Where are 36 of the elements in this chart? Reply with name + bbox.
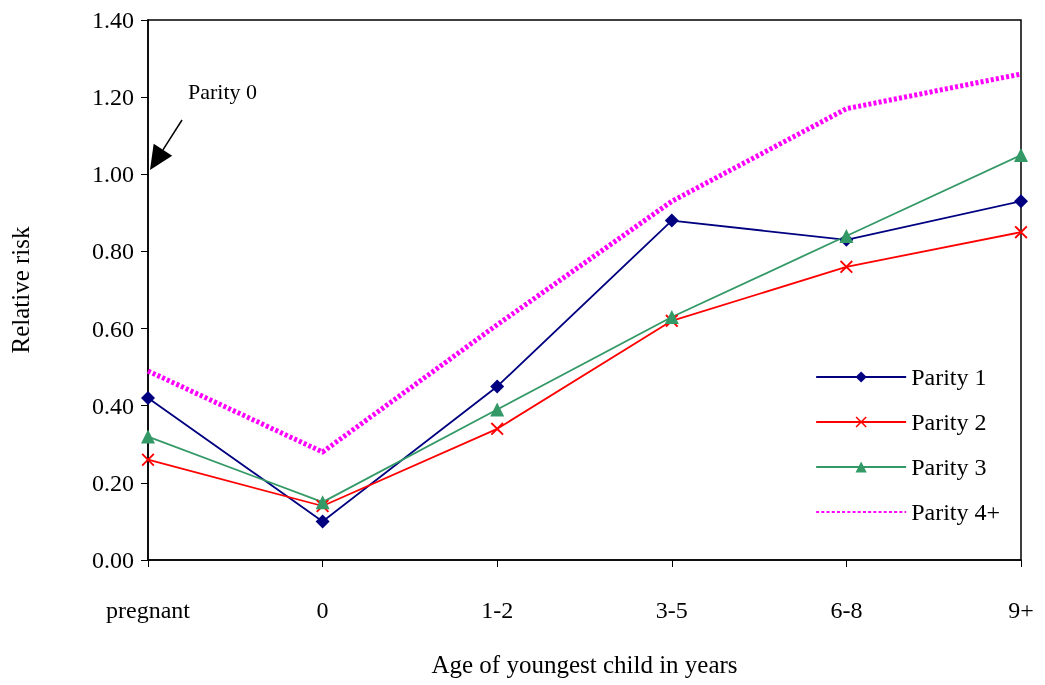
legend-label: Parity 1	[911, 364, 987, 390]
y-axis-title: Relative risk	[7, 225, 34, 354]
x-tick-label: 3-5	[655, 597, 688, 623]
point	[315, 495, 330, 510]
point	[1014, 225, 1028, 239]
legend-label: Parity 2	[911, 409, 987, 435]
point	[490, 422, 504, 436]
y-tick-label: 0.60	[92, 315, 134, 342]
x-tick-label: pregnant	[106, 597, 191, 623]
x-axis-title: Age of youngest child in years	[431, 651, 738, 678]
point	[141, 429, 155, 444]
y-tick-label: 1.20	[92, 84, 134, 111]
x-tick-label: 1-2	[481, 597, 514, 623]
point	[664, 213, 679, 228]
point	[839, 260, 853, 274]
y-tick-label: 0.20	[92, 469, 134, 496]
annotation: Parity 0	[188, 78, 258, 104]
point	[1014, 194, 1028, 209]
x-tick-label: 0	[316, 597, 329, 623]
point	[839, 229, 854, 243]
point	[141, 391, 155, 405]
legend-label: Parity 4+	[911, 499, 1001, 525]
y-tick-label: 0.40	[92, 392, 134, 419]
legend-label: Parity 3	[911, 454, 987, 480]
point	[141, 453, 155, 467]
point	[490, 379, 505, 394]
x-tick-label: 9+	[1008, 597, 1034, 623]
x-tick-label: 6-8	[830, 597, 863, 623]
y-tick-label: 0.00	[92, 547, 134, 573]
point	[490, 402, 505, 417]
y-tick-label: 1.40	[92, 7, 134, 33]
point	[664, 310, 679, 324]
point	[315, 514, 330, 529]
point	[1014, 148, 1028, 162]
y-tick-label: 1.00	[92, 161, 134, 188]
y-tick-label: 0.80	[92, 238, 134, 265]
